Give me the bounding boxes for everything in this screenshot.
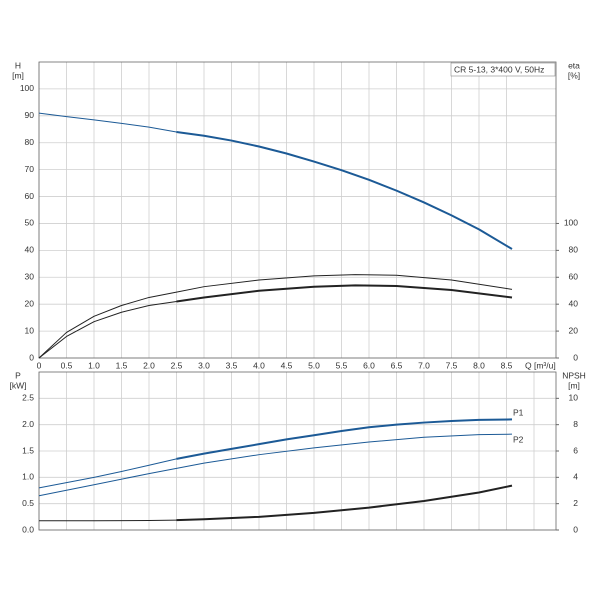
curve [38, 112, 177, 133]
y2-tick-label: 8 [573, 419, 578, 429]
x-tick-label: 2.5 [171, 360, 183, 370]
x-tick-label: 1.5 [116, 360, 128, 370]
x-tick-label: 5.0 [308, 360, 320, 370]
y2-tick-label: 4 [573, 472, 578, 482]
y2-axis-title: eta [568, 60, 580, 70]
y-tick-label: 60 [25, 191, 35, 201]
y-tick-label: 90 [25, 110, 35, 120]
y-tick-label: 1.5 [22, 445, 34, 455]
curve [176, 284, 513, 303]
x-tick-label: 2.0 [143, 360, 155, 370]
curve [38, 300, 177, 359]
y2-tick-label: 40 [569, 298, 579, 308]
x-tick-label: 8.5 [501, 360, 513, 370]
y-tick-label: 40 [25, 245, 35, 255]
curve [38, 433, 513, 497]
y-tick-label: 10 [25, 325, 35, 335]
y-tick-label: 1.0 [22, 472, 34, 482]
curve [39, 519, 177, 522]
curve [38, 458, 177, 489]
x-tick-label: 0.5 [61, 360, 73, 370]
y-tick-label: 70 [25, 164, 35, 174]
x-tick-label: 6.0 [363, 360, 375, 370]
y-tick-label: 30 [25, 272, 35, 282]
x-axis-title: Q [m³/u] [525, 360, 556, 370]
y-tick-label: 20 [25, 298, 35, 308]
plot-frame [38, 61, 557, 359]
y2-axis-unit: [m] [568, 380, 580, 390]
y-axis-title: H [15, 60, 21, 70]
y2-tick-label: 10 [569, 393, 579, 403]
x-tick-label: 3.5 [226, 360, 238, 370]
x-tick-label: 7.0 [418, 360, 430, 370]
y-axis-title: P [15, 370, 21, 380]
y2-axis-title: NPSH [562, 370, 586, 380]
x-tick-label: 4.0 [253, 360, 265, 370]
curve [176, 418, 513, 460]
y-tick-label: 0.5 [22, 498, 34, 508]
y2-tick-label: 80 [569, 245, 579, 255]
y-axis-unit: [m] [12, 70, 24, 80]
annotation: CR 5-13, 3*400 V, 50Hz [454, 64, 544, 74]
y-tick-label: 100 [20, 83, 34, 93]
annotation-box [450, 62, 556, 77]
y2-tick-label: 60 [569, 272, 579, 282]
y-tick-label: 50 [25, 218, 35, 228]
y-tick-label: 2.0 [22, 419, 34, 429]
y2-tick-label: 100 [564, 218, 578, 228]
y2-axis-unit: [%] [568, 70, 580, 80]
x-tick-label: 5.5 [336, 360, 348, 370]
curve-label: P2 [513, 434, 524, 444]
plot-frame [38, 371, 557, 531]
x-tick-label: 1.0 [88, 360, 100, 370]
x-tick-label: 4.5 [281, 360, 293, 370]
y2-tick-label: 2 [573, 498, 578, 508]
x-tick-label: 3.0 [198, 360, 210, 370]
y-tick-label: 2.5 [22, 393, 34, 403]
curve-label: P1 [513, 408, 524, 418]
y-tick-label: 0.0 [22, 524, 34, 534]
x-tick-label: 0 [37, 360, 42, 370]
x-tick-label: 8.0 [473, 360, 485, 370]
y2-tick-label: 20 [569, 325, 579, 335]
y2-tick-label: 0 [573, 352, 578, 362]
y2-tick-label: 6 [573, 445, 578, 455]
curve [176, 130, 513, 250]
y-axis-unit: [kW] [10, 380, 27, 390]
y2-tick-label: 0 [573, 524, 578, 534]
y-tick-label: 0 [29, 352, 34, 362]
x-tick-label: 7.5 [446, 360, 458, 370]
y-tick-label: 80 [25, 137, 35, 147]
curve [38, 274, 513, 359]
curve [176, 484, 513, 522]
x-tick-label: 6.5 [391, 360, 403, 370]
